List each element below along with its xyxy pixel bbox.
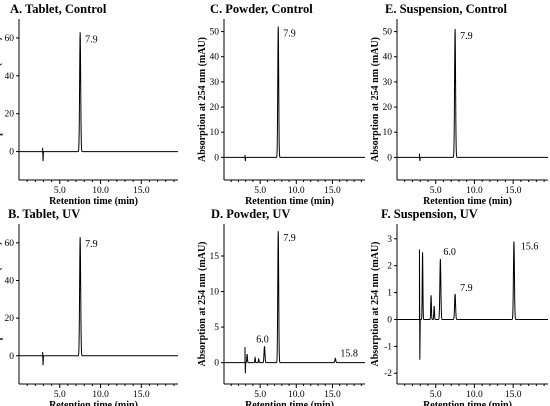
panel-f: F. Suspension, UV -2 -1 0 1 2 3 5.0 10.0 15.0Rete… xyxy=(370,207,548,406)
y-tick-label: 20 xyxy=(5,110,15,120)
peak-label: 7.9 xyxy=(283,233,296,244)
x-axis-label: Retention time (min) xyxy=(49,196,138,207)
y-axis-label: Absorption at 254 nm (mAU) xyxy=(197,242,208,367)
peak-label: 15.6 xyxy=(521,241,539,252)
panel-c: C. Powder, Control 0 10 20 30 40 50 5.0 10.0 15.0… xyxy=(197,2,365,207)
y-tick-label: 0 xyxy=(214,153,219,163)
x-tick-label: 15.0 xyxy=(133,186,150,196)
y-tick-label: 1 xyxy=(387,289,392,299)
panel-title: E. Suspension, Control xyxy=(385,2,508,16)
y-tick-label: 20 xyxy=(5,314,15,324)
x-tick-label: 15.0 xyxy=(505,186,522,196)
x-axis-label: Retention time (min) xyxy=(49,400,138,406)
y-axis-label: Absorption at 254 nm (mAU) xyxy=(370,242,381,367)
x-tick-label: 15.0 xyxy=(324,390,341,400)
x-tick-label: 15.0 xyxy=(133,390,150,400)
x-tick-label: 5.0 xyxy=(254,390,266,400)
x-axis-label: Retention time (min) xyxy=(245,196,334,207)
y-tick-label: 0 xyxy=(387,153,392,163)
peak-label: 6.0 xyxy=(443,247,456,258)
chromatogram-trace xyxy=(19,237,178,366)
x-tick-label: 15.0 xyxy=(324,186,341,196)
y-tick-label: -2 xyxy=(384,369,392,379)
x-tick-label: 10.0 xyxy=(466,186,483,196)
x-tick-label: 5.0 xyxy=(430,390,442,400)
peak-label: 7.9 xyxy=(460,31,473,42)
x-tick-label: 5.0 xyxy=(430,186,442,196)
chromatogram-trace xyxy=(224,26,365,162)
y-tick-label: 50 xyxy=(210,28,220,38)
y-tick-label: 40 xyxy=(210,53,220,63)
y-axis-label: Absorption at 254 nm (mAU) xyxy=(0,37,3,162)
y-tick-label: 50 xyxy=(383,28,393,38)
panel-a: A. Tablet, Control 0 20 40 60 5.0 10.0 15.0Rete… xyxy=(0,2,178,207)
panel-title: D. Powder, UV xyxy=(211,207,290,221)
peak-label: 6.0 xyxy=(256,334,269,345)
panel-title: F. Suspension, UV xyxy=(381,207,478,221)
y-tick-label: 30 xyxy=(383,78,393,88)
panel-title: C. Powder, Control xyxy=(210,2,313,16)
x-tick-label: 5.0 xyxy=(54,390,66,400)
y-tick-label: 60 xyxy=(5,239,15,249)
y-axis-label: Absorption at 254 nm (mAU) xyxy=(0,242,3,367)
y-tick-label: 20 xyxy=(383,103,393,113)
chromatogram-trace xyxy=(397,241,548,360)
y-tick-label: 5 xyxy=(214,323,219,333)
peak-label: 15.8 xyxy=(340,348,358,359)
x-tick-label: 5.0 xyxy=(54,186,66,196)
y-tick-label: 0 xyxy=(387,315,392,325)
chromatogram-trace xyxy=(397,29,548,162)
y-tick-label: 60 xyxy=(5,34,15,44)
x-tick-label: 10.0 xyxy=(288,186,305,196)
chromatogram-trace xyxy=(224,231,365,374)
panel-title: A. Tablet, Control xyxy=(10,2,107,16)
y-axis-label: Absorption at 254 nm (mAU) xyxy=(370,37,381,162)
y-tick-label: 0 xyxy=(214,359,219,369)
y-tick-label: 0 xyxy=(9,148,14,158)
peak-label: 7.9 xyxy=(85,34,98,45)
y-axis-label: Absorption at 254 nm (mAU) xyxy=(197,37,208,162)
y-tick-label: 40 xyxy=(5,276,15,286)
x-axis-label: Retention time (min) xyxy=(423,196,512,207)
x-tick-label: 5.0 xyxy=(254,186,266,196)
x-tick-label: 10.0 xyxy=(92,186,109,196)
y-tick-label: 10 xyxy=(210,288,220,298)
peak-label: 7.9 xyxy=(85,239,98,250)
x-tick-label: 10.0 xyxy=(466,390,483,400)
chromatogram-trace xyxy=(19,32,178,162)
y-tick-label: 20 xyxy=(210,103,220,113)
x-tick-label: 10.0 xyxy=(92,390,109,400)
y-tick-label: 15 xyxy=(210,252,220,262)
panel-d: D. Powder, UV 0 5 10 15 5.0 10.0 15.0Retention … xyxy=(197,207,365,406)
y-tick-label: 30 xyxy=(210,78,220,88)
panel-title: B. Tablet, UV xyxy=(8,207,80,221)
y-tick-label: 3 xyxy=(387,235,392,245)
y-tick-label: 10 xyxy=(210,128,220,138)
y-tick-label: 2 xyxy=(387,262,392,272)
panel-b: B. Tablet, UV 0 20 40 60 5.0 10.0 15.0Retention… xyxy=(0,207,178,406)
peak-label: 7.9 xyxy=(283,29,296,40)
panel-e: E. Suspension, Control 0 10 20 30 40 50 5.0 10.0… xyxy=(370,2,548,207)
y-tick-label: 10 xyxy=(383,128,393,138)
x-tick-label: 10.0 xyxy=(288,390,305,400)
x-axis-label: Retention time (min) xyxy=(423,400,512,406)
y-tick-label: 40 xyxy=(5,72,15,82)
x-axis-label: Retention time (min) xyxy=(245,400,334,406)
y-tick-label: 0 xyxy=(9,352,14,362)
peak-label: 7.9 xyxy=(460,283,473,294)
x-tick-label: 15.0 xyxy=(505,390,522,400)
y-tick-label: -1 xyxy=(384,342,392,352)
y-tick-label: 40 xyxy=(383,53,393,63)
